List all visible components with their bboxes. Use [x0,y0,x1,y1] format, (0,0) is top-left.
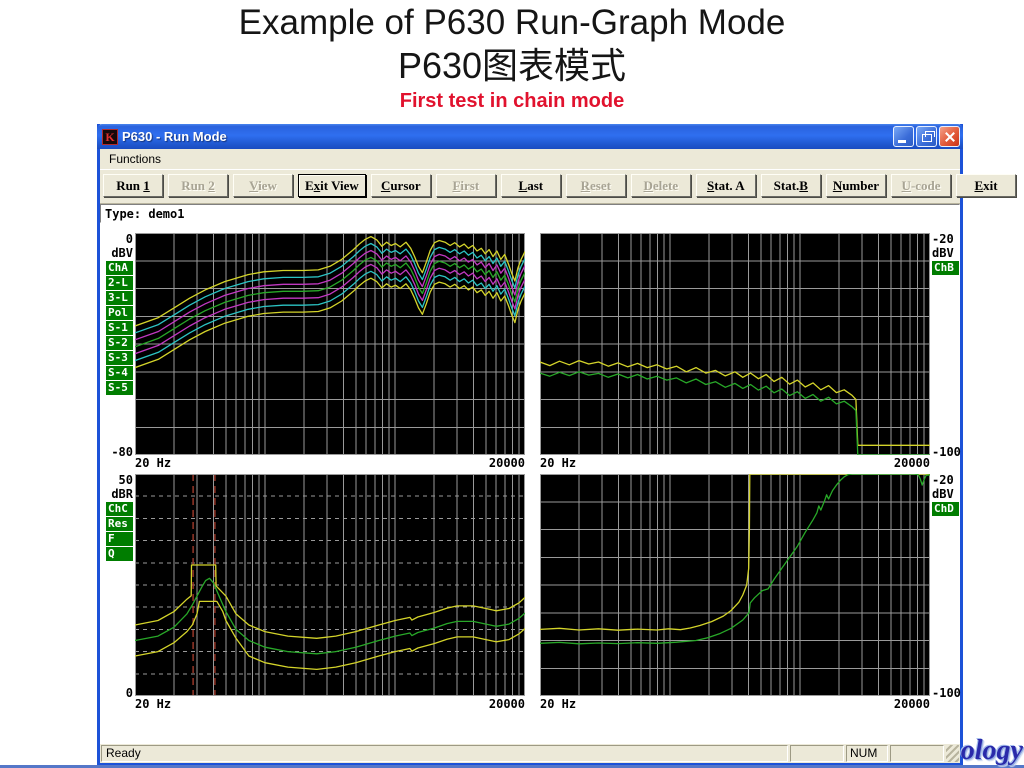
plot-cha [135,233,525,455]
y-max-label: -20 [932,232,954,246]
plot-chc [135,474,525,696]
toolbar-button-reset[interactable]: Reset [565,174,626,197]
x-labels-chc: 20 Hz 20000 [135,698,525,711]
resize-grip[interactable] [946,745,959,762]
toolbar-button-exit-view[interactable]: Exit View [298,174,366,197]
channel-chip-f: F [106,532,133,546]
y-min-label: -100 [932,445,961,459]
x-labels-chd: 20 Hz 20000 [540,698,930,711]
toolbar-button-delete[interactable]: Delete [630,174,691,197]
toolbar-button-number[interactable]: Number [825,174,887,197]
channel-chip-pol: Pol [106,306,133,320]
channel-chip-s-5: S-5 [106,381,133,395]
x-min-label: 20 Hz [540,456,577,470]
toolbar-button-u-code[interactable]: U-code [891,174,952,197]
x-min-label: 20 Hz [135,697,172,711]
channel-chip-3-l: 3-L [106,291,133,305]
toolbar-button-run-1[interactable]: Run 1 [103,174,163,197]
channel-chip-s-1: S-1 [106,321,133,335]
plot-chb [540,233,930,455]
channel-chip-s-4: S-4 [106,366,133,380]
type-label: Type: demo1 [100,204,960,223]
toolbar-button-last[interactable]: Last [500,174,561,197]
x-max-label: 20000 [893,697,930,711]
menu-bar: Functions [100,149,960,170]
x-labels-chb: 20 Hz 20000 [540,457,930,470]
y-labels-chd: -20 dBV ChD -100 [932,473,965,700]
toolbar-button-cursor[interactable]: Cursor [370,174,431,197]
restore-icon [922,131,935,142]
window-title: P630 - Run Mode [122,129,227,144]
y-max-label: 50 [118,473,133,487]
y-unit-label: dBV [111,246,133,260]
slide-title-line1: Example of P630 Run-Graph Mode [238,3,786,42]
toolbar-button-exit[interactable]: Exit [956,174,1017,197]
x-max-label: 20000 [488,456,525,470]
status-message: Ready [101,745,788,762]
channel-chip-chd: ChD [932,502,959,516]
x-max-label: 20000 [893,456,930,470]
channel-chip-res: Res [106,517,133,531]
toolbar-button-stat-b[interactable]: Stat.B [760,174,821,197]
x-max-label: 20000 [488,697,525,711]
y-min-label: -100 [932,686,961,700]
y-unit-label: dBV [932,246,954,260]
y-min-label: -80 [111,445,133,459]
y-labels-chc: 50 dBR ChC Res F Q 0 [100,473,133,700]
y-labels-cha: 0 dBV ChA 2-L 3-L Pol S-1 S-2 S-3 S-4 S-5 -80 [100,232,133,459]
toolbar-button-stat-a[interactable]: Stat. A [695,174,756,197]
y-unit-label: dBV [932,487,954,501]
x-labels-cha: 20 Hz 20000 [135,457,525,470]
slide-title-line2: P630图表模式 [397,45,627,86]
channel-chip-chc: ChC [106,502,133,516]
slide-heading: Example of P630 Run-Graph Mode P630图表模式 … [0,2,1024,113]
window-titlebar[interactable]: K P630 - Run Mode [97,124,963,149]
template-logo: ology [960,735,1023,766]
y-min-label: 0 [125,686,133,700]
x-min-label: 20 Hz [540,697,577,711]
minimize-icon [898,140,906,143]
channel-chip-s-3: S-3 [106,351,133,365]
y-max-label: -20 [932,473,954,487]
minimize-button[interactable] [893,126,914,147]
status-bar: Ready NUM [100,743,960,763]
status-pane-num: NUM [846,745,888,762]
app-icon: K [102,128,118,145]
toolbar-button-first[interactable]: First [435,174,496,197]
y-labels-chb: -20 dBV ChB -100 [932,232,965,459]
toolbar: Run 1 Run 2 View Exit View Cursor First Last Re… [100,170,1017,204]
toolbar-button-view[interactable]: View [233,174,293,197]
slide-subtitle: First test in chain mode [399,90,625,113]
status-pane-empty-2 [890,745,944,762]
status-pane-empty-0 [790,745,844,762]
restore-button[interactable] [916,126,937,147]
close-button[interactable] [939,126,960,147]
channel-chip-2-l: 2-L [106,276,133,290]
channel-chip-chb: ChB [932,261,959,275]
menu-functions[interactable]: Functions [109,152,162,166]
y-max-label: 0 [125,232,133,246]
channel-chip-q: Q [106,547,133,561]
channel-chip-s-2: S-2 [106,336,133,350]
plots-area: 0 dBV ChA 2-L 3-L Pol S-1 S-2 S-3 S-4 S-5 -80 20 Hz 2… [100,223,961,743]
app-window: K P630 - Run Mode Functions Run 1 Run 2 Vi… [97,124,1017,766]
x-min-label: 20 Hz [135,456,172,470]
y-unit-label: dBR [111,487,133,501]
channel-chip-cha: ChA [106,261,133,275]
plot-chd [540,474,930,696]
toolbar-button-run-2[interactable]: Run 2 [168,174,228,197]
slide-bottom-line [0,765,1024,768]
